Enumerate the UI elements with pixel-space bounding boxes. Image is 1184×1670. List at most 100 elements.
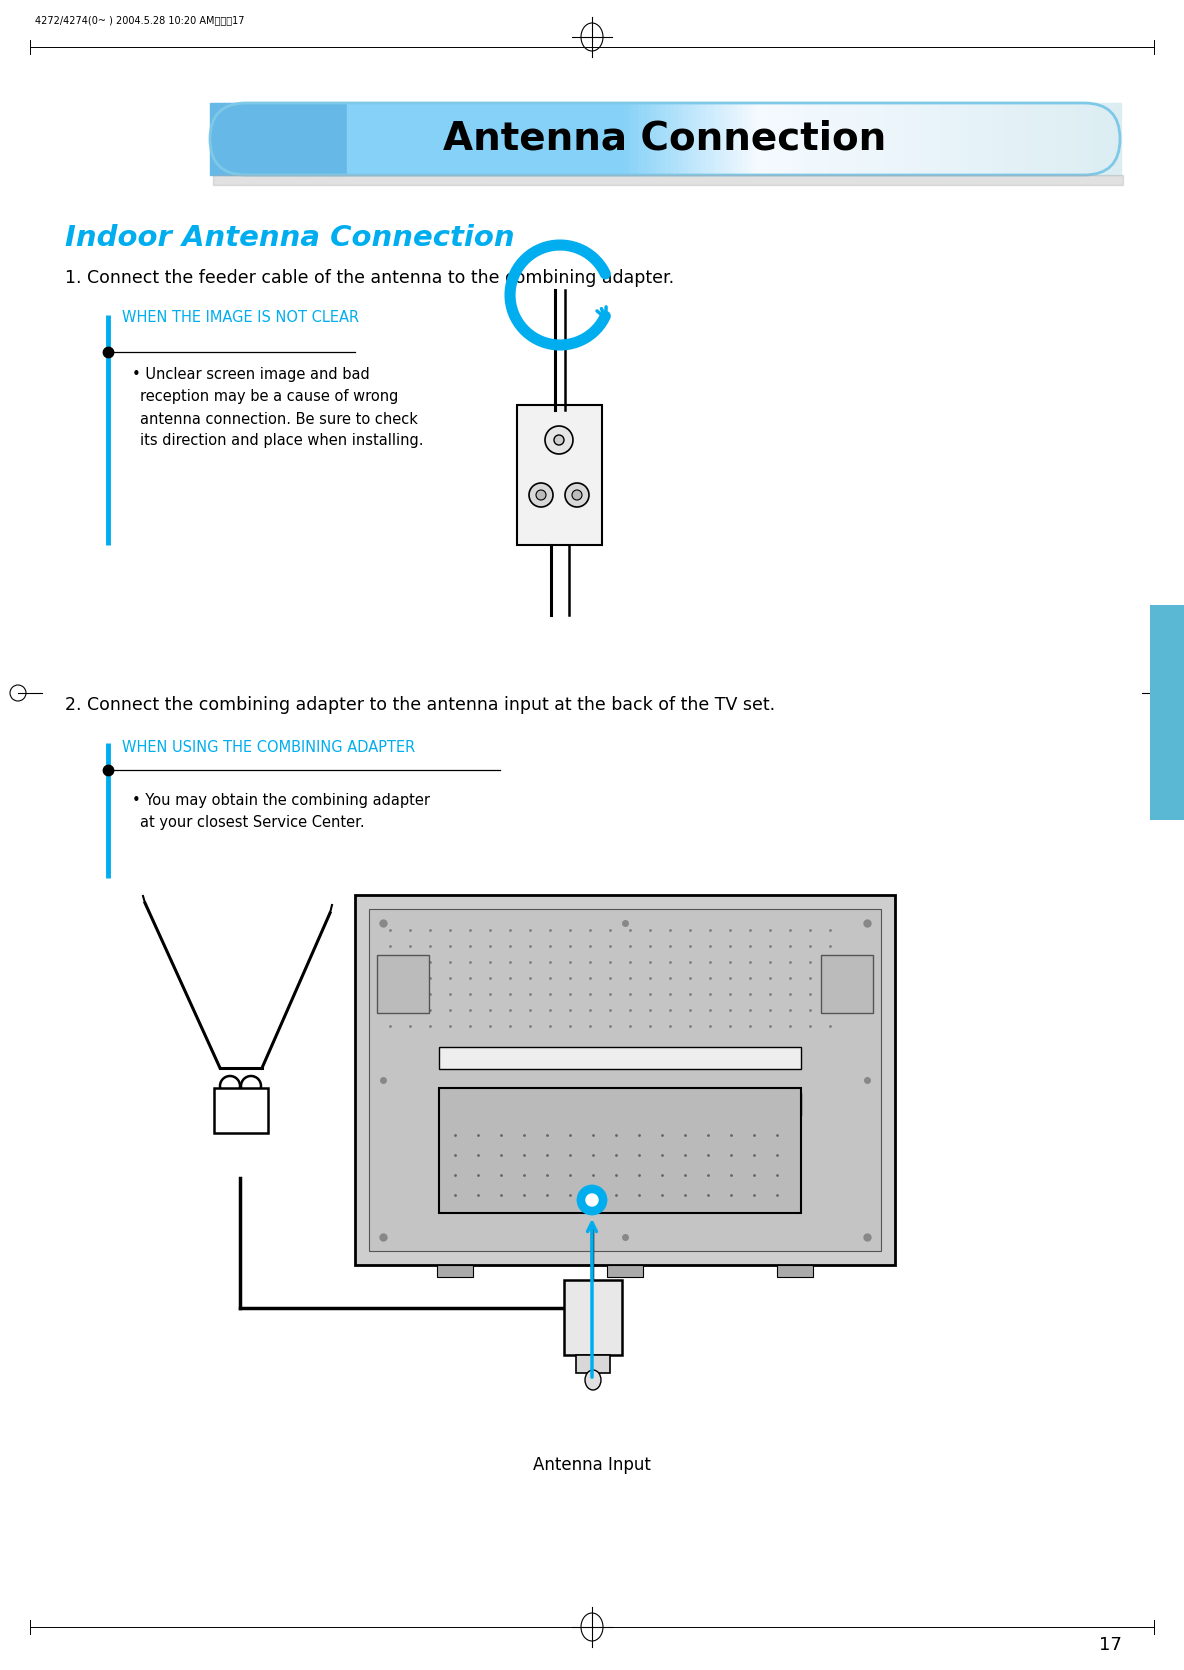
Bar [1029, 104, 1035, 175]
Bar [765, 104, 771, 175]
Bar [1011, 104, 1016, 175]
Circle shape [578, 1186, 606, 1214]
Text: reception may be a cause of wrong: reception may be a cause of wrong [140, 389, 398, 404]
Text: 4272/4274(0~ ) 2004.5.28 10:20 AM페이직17: 4272/4274(0~ ) 2004.5.28 10:20 AM페이직17 [36, 15, 245, 25]
Bar [355, 104, 361, 175]
Circle shape [586, 1194, 598, 1206]
Bar [560, 104, 566, 175]
Bar [787, 104, 793, 175]
Bar [224, 104, 230, 175]
Bar [607, 1264, 643, 1278]
Bar [229, 104, 233, 175]
Bar [661, 104, 665, 175]
Bar [256, 104, 260, 175]
Bar [774, 104, 780, 175]
Bar [1016, 104, 1021, 175]
Bar [770, 104, 776, 175]
Bar [1043, 104, 1048, 175]
Bar [342, 104, 347, 175]
Bar [706, 104, 712, 175]
Bar [701, 104, 707, 175]
Bar [1106, 104, 1112, 175]
Bar [397, 104, 403, 175]
Bar [906, 104, 912, 175]
Text: 1. Connect the feeder cable of the antenna to the combining adapter.: 1. Connect the feeder cable of the anten… [65, 269, 674, 287]
Bar [629, 104, 635, 175]
Bar [1102, 104, 1107, 175]
Bar [555, 104, 561, 175]
Bar [429, 104, 435, 175]
Bar [1024, 104, 1030, 175]
Bar [328, 104, 334, 175]
Bar [246, 104, 252, 175]
Bar [379, 104, 384, 175]
Bar [1061, 104, 1067, 175]
Bar [515, 104, 521, 175]
Bar [1079, 104, 1085, 175]
Bar [264, 104, 270, 175]
Bar [665, 104, 670, 175]
Bar [1070, 104, 1075, 175]
Text: • You may obtain the combining adapter: • You may obtain the combining adapter [131, 793, 430, 808]
Bar [369, 104, 375, 175]
Bar [442, 104, 448, 175]
Bar [506, 104, 511, 175]
Ellipse shape [585, 1369, 601, 1389]
Bar [879, 104, 884, 175]
Bar [320, 104, 324, 175]
Text: antenna connection. Be sure to check: antenna connection. Be sure to check [140, 411, 418, 426]
Bar [715, 104, 721, 175]
Bar [333, 104, 339, 175]
Bar [542, 104, 548, 175]
Bar [870, 104, 875, 175]
Bar [747, 104, 753, 175]
Bar [1075, 104, 1080, 175]
Bar [347, 104, 352, 175]
Bar [496, 104, 502, 175]
Bar [910, 104, 916, 175]
Bar [942, 104, 948, 175]
Bar [446, 104, 452, 175]
Bar [592, 104, 598, 175]
Bar [915, 104, 921, 175]
Bar [1098, 104, 1102, 175]
Bar [688, 104, 694, 175]
Bar [278, 104, 284, 175]
Bar [461, 104, 465, 175]
Bar [439, 1092, 802, 1116]
Bar [802, 104, 807, 175]
Bar [583, 104, 588, 175]
Bar [1056, 104, 1062, 175]
Bar [710, 104, 716, 175]
Bar [952, 104, 957, 175]
Bar [401, 104, 406, 175]
Bar [970, 104, 976, 175]
Bar [697, 104, 702, 175]
Bar [728, 104, 734, 175]
Bar [874, 104, 880, 175]
Bar [893, 104, 897, 175]
Bar [570, 104, 575, 175]
Bar [528, 104, 534, 175]
Bar [438, 104, 443, 175]
Bar [742, 104, 748, 175]
Bar [733, 104, 739, 175]
Bar [533, 104, 539, 175]
Bar [979, 104, 985, 175]
Bar [838, 104, 843, 175]
Bar [237, 104, 243, 175]
Bar [210, 104, 215, 175]
Bar [760, 104, 766, 175]
Bar [674, 104, 680, 175]
Bar [866, 104, 870, 175]
Circle shape [565, 483, 588, 508]
Bar [1066, 104, 1072, 175]
Text: WHEN THE IMAGE IS NOT CLEAR: WHEN THE IMAGE IS NOT CLEAR [122, 311, 359, 326]
Bar [974, 104, 980, 175]
Bar [414, 104, 420, 175]
Bar [861, 104, 867, 175]
Bar [1051, 104, 1057, 175]
Text: 17: 17 [1099, 1637, 1121, 1653]
Bar [525, 104, 529, 175]
Bar [1006, 104, 1012, 175]
